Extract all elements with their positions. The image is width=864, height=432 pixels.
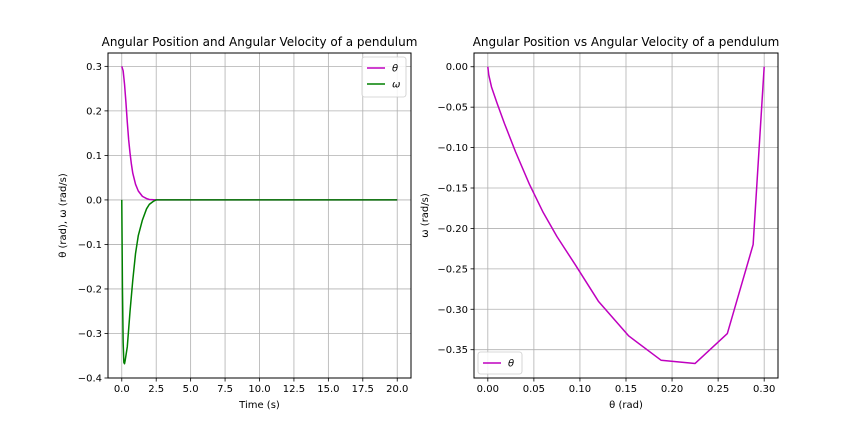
left-x-tick-label: 20.0	[386, 384, 408, 395]
left-y-tick-label: 0.3	[86, 62, 102, 73]
right-y-tick-label: −0.25	[437, 264, 468, 275]
right-y-tick-label: 0.00	[446, 62, 468, 73]
left-legend-box	[361, 56, 407, 98]
left-chart-panel: Angular Position and Angular Velocity of…	[58, 35, 417, 411]
left-y-tick-label: −0.4	[78, 374, 102, 385]
right-x-tick-label: 0.05	[523, 384, 545, 395]
right-x-tick-label: 0.15	[615, 384, 637, 395]
right-x-tick-label: 0.25	[707, 384, 729, 395]
left-y-tick-label: 0.1	[86, 151, 102, 162]
right-x-tick-label: 0.30	[753, 384, 775, 395]
left-x-tick-label: 2.5	[148, 384, 164, 395]
left-legend-label: θ	[392, 64, 398, 75]
left-chart-grid	[108, 53, 411, 379]
left-x-tick-label: 15.0	[317, 384, 339, 395]
right-legend-label: θ	[508, 359, 514, 370]
right-y-tick-label: −0.30	[437, 305, 468, 316]
left-y-tick-label: −0.1	[78, 240, 102, 251]
left-x-tick-label: 5.0	[183, 384, 199, 395]
left-x-tick-label: 7.5	[217, 384, 233, 395]
left-chart-y-label: θ (rad), ω (rad/s)	[58, 173, 69, 258]
right-x-tick-label: 0.00	[477, 384, 499, 395]
left-x-tick-label: 17.5	[352, 384, 374, 395]
left-chart-series	[121, 66, 398, 365]
left-x-tick-label: 10.0	[248, 384, 270, 395]
right-chart-ticks: 0.00 0.05 0.10 0.15 0.20 0.25 0.30 0.00 −0.05 −0.…	[437, 62, 775, 395]
right-x-tick-label: 0.10	[569, 384, 591, 395]
left-chart-title: Angular Position and Angular Velocity of…	[102, 35, 418, 49]
right-y-tick-label: −0.10	[437, 143, 468, 154]
right-y-tick-label: −0.05	[437, 103, 468, 114]
right-chart-title: Angular Position vs Angular Velocity of …	[473, 35, 780, 49]
right-chart-legend: θ	[477, 351, 523, 375]
left-legend-label: ω	[392, 80, 400, 91]
left-chart-x-label: Time (s)	[238, 400, 280, 411]
right-series-line-0	[487, 66, 765, 365]
right-y-tick-label: −0.35	[437, 345, 468, 356]
right-chart-panel: Angular Position vs Angular Velocity of …	[420, 35, 779, 411]
left-chart-legend: θω	[361, 56, 407, 98]
left-y-tick-label: −0.3	[78, 329, 102, 340]
left-chart-ticks: 0.0 2.5 5.0 7.5 10.0 12.5 15.0 17.5 20.0 −0.4 −0.3…	[78, 62, 409, 395]
left-series-line-1	[121, 199, 398, 365]
left-y-tick-label: −0.2	[78, 284, 102, 295]
right-x-tick-label: 0.20	[661, 384, 683, 395]
right-y-tick-label: −0.15	[437, 184, 468, 195]
left-y-tick-label: 0.2	[86, 106, 102, 117]
left-y-tick-label: 0.0	[86, 195, 102, 206]
left-x-tick-label: 0.0	[114, 384, 130, 395]
right-chart-y-label: ω (rad/s)	[420, 193, 431, 238]
right-chart-grid	[474, 53, 778, 378]
right-y-tick-label: −0.20	[437, 224, 468, 235]
right-chart-x-label: θ (rad)	[609, 400, 643, 411]
left-x-tick-label: 12.5	[283, 384, 305, 395]
right-chart-series	[487, 66, 765, 365]
